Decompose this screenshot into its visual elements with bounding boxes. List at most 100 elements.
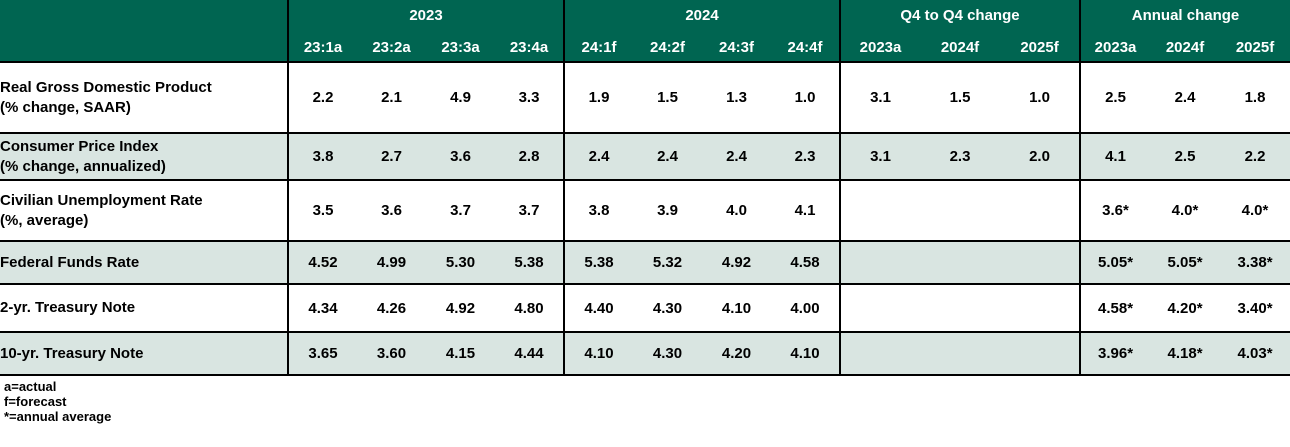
table-cell: 4.0* bbox=[1150, 180, 1221, 242]
row-label-main: 10-yr. Treasury Note bbox=[0, 344, 144, 362]
table-cell: 3.6* bbox=[1079, 180, 1151, 242]
column-header-q4-2024f: 2024f bbox=[920, 31, 1000, 63]
table-row-federal-funds-rate: Federal Funds Rate 4.52 4.99 5.30 5.38 5… bbox=[0, 241, 1290, 285]
table-cell: 2.4 bbox=[702, 133, 771, 181]
footnote-annual-average: *=annual average bbox=[4, 409, 112, 424]
table-cell: 3.96* bbox=[1079, 332, 1151, 376]
table-cell: 2.4 bbox=[633, 133, 702, 181]
table-cell: 4.34 bbox=[287, 284, 357, 333]
table-cell: 4.92 bbox=[702, 241, 771, 285]
table-cell: 2.5 bbox=[1150, 133, 1221, 181]
table-cell-empty bbox=[920, 180, 1000, 242]
column-group-2024: 2024 bbox=[563, 0, 840, 31]
table-cell: 3.8 bbox=[563, 180, 633, 242]
column-header-ann-2024f: 2024f bbox=[1150, 31, 1221, 63]
table-cell: 3.38* bbox=[1220, 241, 1290, 285]
column-header-24-4f: 24:4f bbox=[771, 31, 840, 63]
table-cell: 3.3 bbox=[495, 62, 564, 134]
column-header-row: 23:1a 23:2a 23:3a 23:4a 24:1f 24:2f 24:3… bbox=[0, 31, 1290, 63]
table-cell: 4.92 bbox=[426, 284, 495, 333]
table-cell: 4.10 bbox=[702, 284, 771, 333]
table-cell: 2.3 bbox=[771, 133, 840, 181]
table-cell-empty bbox=[839, 284, 920, 333]
table-cell: 5.30 bbox=[426, 241, 495, 285]
table-cell: 4.30 bbox=[633, 332, 702, 376]
table-cell: 2.1 bbox=[357, 62, 426, 134]
table-cell: 4.26 bbox=[357, 284, 426, 333]
table-cell: 4.20* bbox=[1150, 284, 1221, 333]
table-cell: 4.0 bbox=[702, 180, 771, 242]
row-label-main: Real Gross Domestic Product bbox=[0, 79, 212, 97]
table-cell: 3.6 bbox=[357, 180, 426, 242]
table-cell: 2.8 bbox=[495, 133, 564, 181]
table-cell: 4.18* bbox=[1150, 332, 1221, 376]
table-row-unemployment: Civilian Unemployment Rate (%, average) 3… bbox=[0, 180, 1290, 242]
table-cell: 4.58* bbox=[1079, 284, 1151, 333]
table-cell: 4.99 bbox=[357, 241, 426, 285]
column-header-24-3f: 24:3f bbox=[702, 31, 771, 63]
table-cell: 2.5 bbox=[1079, 62, 1151, 134]
table-cell: 3.6 bbox=[426, 133, 495, 181]
table-body: Real Gross Domestic Product (% change, SA… bbox=[0, 62, 1290, 376]
economic-forecast-table: 2023 2024 Q4 to Q4 change Annual change … bbox=[0, 0, 1290, 376]
table-cell: 4.15 bbox=[426, 332, 495, 376]
table-cell: 2.3 bbox=[920, 133, 1000, 181]
table-cell: 3.40* bbox=[1220, 284, 1290, 333]
table-cell: 4.1 bbox=[771, 180, 840, 242]
footnote-actual: a=actual bbox=[4, 379, 57, 394]
table-cell: 1.8 bbox=[1220, 62, 1290, 134]
table-row-cpi: Consumer Price Index (% change, annualize… bbox=[0, 133, 1290, 181]
row-label-sub: (% change, annualized) bbox=[0, 157, 166, 175]
table-cell: 3.7 bbox=[426, 180, 495, 242]
table-cell: 1.0 bbox=[771, 62, 840, 134]
table-cell-empty bbox=[839, 241, 920, 285]
column-header-q4-2025f: 2025f bbox=[1000, 31, 1081, 63]
footnote-forecast: f=forecast bbox=[4, 394, 67, 409]
table-cell-empty bbox=[1000, 180, 1081, 242]
table-cell: 5.38 bbox=[495, 241, 564, 285]
row-label-sub: (%, average) bbox=[0, 211, 89, 229]
table-cell: 4.03* bbox=[1220, 332, 1290, 376]
table-cell: 4.58 bbox=[771, 241, 840, 285]
column-header-23-2a: 23:2a bbox=[357, 31, 426, 63]
column-group-row: 2023 2024 Q4 to Q4 change Annual change bbox=[0, 0, 1290, 63]
table-cell: 3.60 bbox=[357, 332, 426, 376]
table-cell-empty bbox=[920, 332, 1000, 376]
column-header-ann-2023a: 2023a bbox=[1079, 31, 1151, 63]
table-cell: 4.10 bbox=[771, 332, 840, 376]
table-cell: 2.4 bbox=[1150, 62, 1221, 134]
row-label-sub: (% change, SAAR) bbox=[0, 98, 131, 116]
table-cell-empty bbox=[839, 332, 920, 376]
table-cell: 1.5 bbox=[920, 62, 1000, 134]
column-group-annual-change: Annual change bbox=[1079, 0, 1290, 31]
table-cell-empty bbox=[1000, 332, 1081, 376]
table-cell: 2.4 bbox=[563, 133, 633, 181]
column-header-23-3a: 23:3a bbox=[426, 31, 495, 63]
footnotes: a=actual f=forecast *=annual average bbox=[0, 376, 1290, 424]
table-row-2yr-treasury: 2-yr. Treasury Note 4.34 4.26 4.92 4.80 … bbox=[0, 284, 1290, 333]
column-header-23-4a: 23:4a bbox=[495, 31, 564, 63]
row-label-main: Civilian Unemployment Rate bbox=[0, 192, 203, 210]
table-cell: 4.80 bbox=[495, 284, 564, 333]
row-label: 10-yr. Treasury Note bbox=[0, 332, 288, 376]
table-cell: 1.9 bbox=[563, 62, 633, 134]
table-cell-empty bbox=[1000, 241, 1081, 285]
table-cell: 1.5 bbox=[633, 62, 702, 134]
table-cell-empty bbox=[839, 180, 920, 242]
table-cell: 2.7 bbox=[357, 133, 426, 181]
table-header: 2023 2024 Q4 to Q4 change Annual change … bbox=[0, 0, 1290, 63]
column-header-23-1a: 23:1a bbox=[287, 31, 357, 63]
table-cell: 5.05* bbox=[1150, 241, 1221, 285]
table-cell: 1.0 bbox=[1000, 62, 1081, 134]
table-cell: 4.1 bbox=[1079, 133, 1151, 181]
column-group-2023: 2023 bbox=[287, 0, 564, 31]
table-cell: 4.40 bbox=[563, 284, 633, 333]
table-cell: 4.00 bbox=[771, 284, 840, 333]
table-cell-empty bbox=[1000, 284, 1081, 333]
table-cell-empty bbox=[920, 284, 1000, 333]
table-cell: 3.8 bbox=[287, 133, 357, 181]
table-cell: 3.65 bbox=[287, 332, 357, 376]
corner-cell bbox=[0, 0, 288, 63]
table-cell: 4.30 bbox=[633, 284, 702, 333]
table-cell: 3.5 bbox=[287, 180, 357, 242]
